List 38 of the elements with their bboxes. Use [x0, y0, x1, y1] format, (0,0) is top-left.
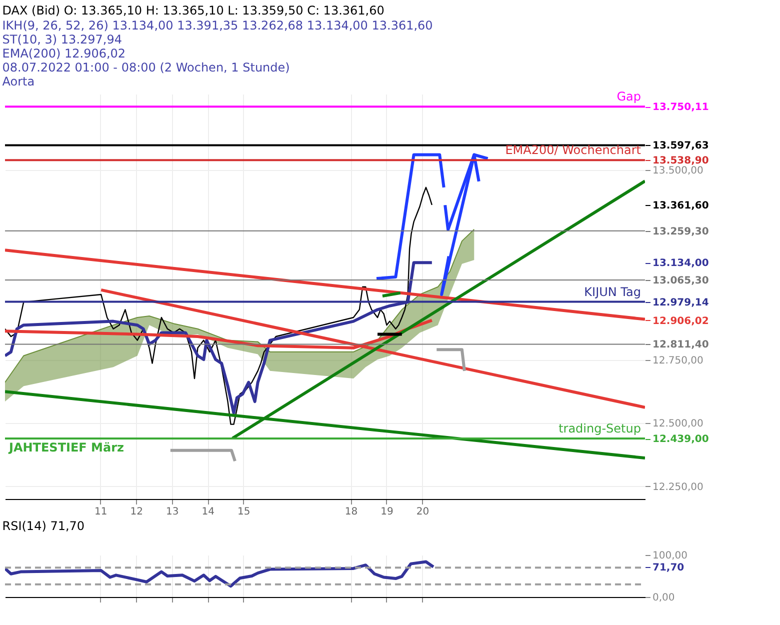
chart-title: DAX (Bid) O: 13.365,10 H: 13.365,10 L: 13.359,50 C: 13.361,60: [2, 4, 384, 18]
y-tick-label: 13.065,30: [652, 275, 709, 286]
text: EMA(200) 12.906,02: [2, 46, 126, 61]
ref-line-label: EMA200/ Wochenchart: [505, 143, 642, 158]
y-tick-label: 12.750,00: [652, 355, 704, 366]
y-tick-label: 13.597,63: [652, 140, 709, 152]
y-tick-label: 13.259,30: [652, 226, 709, 238]
x-tick-label: 15: [238, 506, 250, 518]
y-tick-label: 13.500,00: [652, 165, 704, 176]
text: ST(10, 3) 13.297,94: [2, 32, 122, 47]
y-tick-label: 12.906,02: [652, 316, 709, 327]
x-tick-label: 12: [130, 506, 143, 518]
x-tick-label: 13: [166, 506, 179, 518]
x-tick-label: 14: [202, 506, 215, 518]
text: Aorta: [2, 74, 35, 89]
y-tick-label: 13.538,90: [652, 156, 709, 167]
y-tick-label: 0,00: [652, 592, 675, 604]
y-tick-label: 12.439,00: [652, 434, 709, 446]
ref-line-label: JAHTESTIEF März: [8, 440, 124, 455]
x-tick-label: 20: [416, 506, 430, 518]
ref-line-label: trading-Setup: [558, 422, 641, 436]
y-tick-label: 12.250,00: [652, 482, 704, 493]
ref-line-label: Gap: [616, 90, 641, 104]
x-tick-label: 11: [94, 506, 108, 518]
y-tick-label: 100,00: [652, 550, 688, 562]
y-tick-label: 12.979,14: [652, 297, 709, 308]
y-tick-label: 13.750,11: [652, 102, 709, 114]
text: IKH(9, 26, 52, 26) 13.134,00 13.391,35 13.262,68 13.134,00 13.361,60: [2, 18, 433, 33]
y-tick-label: 12.500,00: [652, 418, 704, 430]
chart-title: RSI(14) 71,70: [2, 519, 85, 533]
y-tick-label: 13.361,60: [652, 200, 709, 212]
y-tick-label: 13.134,00: [652, 258, 709, 270]
text: 08.07.2022 01:00 - 08:00 (2 Wochen, 1 Stunde): [2, 60, 290, 75]
x-tick-label: 19: [380, 506, 394, 518]
y-tick-label: 12.811,40: [652, 340, 709, 351]
x-tick-label: 18: [344, 506, 358, 518]
y-tick-label: 71,70: [652, 562, 684, 574]
ref-line-label: KIJUN Tag: [584, 284, 641, 299]
